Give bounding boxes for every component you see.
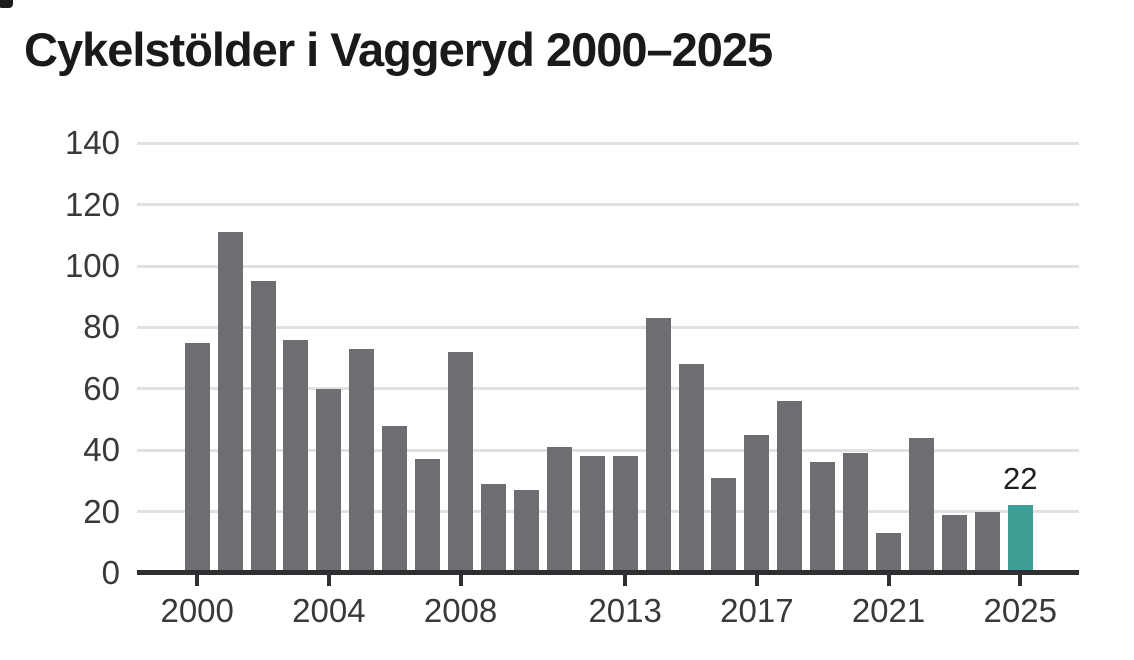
bar-2009 bbox=[480, 483, 506, 573]
x-axis-label: 2004 bbox=[292, 592, 366, 629]
bar-2011 bbox=[546, 447, 572, 573]
gridline bbox=[137, 325, 1079, 329]
x-axis-tick bbox=[754, 575, 759, 586]
bar-2024 bbox=[974, 511, 1000, 573]
gridline bbox=[137, 387, 1079, 391]
x-axis-tick bbox=[1018, 575, 1023, 586]
bar-2010 bbox=[513, 490, 539, 573]
bar-2016 bbox=[711, 477, 737, 573]
y-axis-label: 100 bbox=[64, 247, 120, 285]
x-axis-label: 2000 bbox=[160, 592, 234, 629]
y-axis-label: 120 bbox=[64, 185, 120, 223]
bar-2022 bbox=[908, 437, 934, 573]
y-axis-label: 0 bbox=[101, 554, 120, 591]
corner-artifact bbox=[0, 0, 13, 8]
bar-2014 bbox=[645, 318, 671, 573]
x-axis-tick bbox=[458, 575, 463, 586]
chart-title: Cykelstölder i Vaggeryd 2000–2025 bbox=[24, 23, 773, 76]
gridline bbox=[137, 510, 1079, 514]
x-axis-tick bbox=[326, 575, 331, 586]
x-axis-label: 2021 bbox=[851, 592, 926, 629]
x-axis-line bbox=[137, 570, 1079, 575]
bar-2019 bbox=[810, 462, 836, 573]
x-axis-tick bbox=[886, 575, 891, 586]
bar-value-label: 22 bbox=[1003, 461, 1038, 497]
gridline bbox=[137, 203, 1079, 207]
bar-2006 bbox=[382, 425, 408, 573]
gridline bbox=[137, 141, 1079, 145]
y-axis-label: 140 bbox=[64, 124, 120, 162]
y-axis-label: 80 bbox=[83, 308, 120, 346]
y-axis-label: 60 bbox=[83, 369, 120, 407]
x-axis-label: 2017 bbox=[720, 592, 794, 629]
x-axis-label: 2008 bbox=[423, 592, 498, 629]
bar-2025 bbox=[1007, 505, 1033, 573]
x-axis-tick bbox=[623, 575, 628, 586]
bar-2012 bbox=[579, 456, 605, 573]
bar-2018 bbox=[777, 401, 803, 573]
bar-2001 bbox=[217, 232, 243, 573]
bar-2017 bbox=[744, 434, 770, 573]
bar-2007 bbox=[415, 459, 441, 573]
x-axis-tick bbox=[195, 575, 200, 586]
gridline bbox=[137, 264, 1079, 268]
bar-2021 bbox=[876, 533, 902, 573]
bar-2002 bbox=[250, 281, 276, 573]
bar-2008 bbox=[448, 351, 474, 573]
y-axis-label: 40 bbox=[83, 431, 120, 469]
x-axis-label: 2013 bbox=[588, 592, 662, 629]
bar-2023 bbox=[941, 514, 967, 573]
bar-2020 bbox=[843, 453, 869, 573]
bar-2004 bbox=[316, 388, 342, 573]
bar-2015 bbox=[678, 364, 704, 573]
gridline bbox=[137, 448, 1079, 452]
bar-2013 bbox=[612, 456, 638, 573]
x-axis-label: 2025 bbox=[983, 592, 1057, 629]
y-axis-label: 20 bbox=[83, 492, 120, 530]
bar-2000 bbox=[184, 342, 210, 573]
bar-2005 bbox=[349, 348, 375, 573]
bar-2003 bbox=[283, 339, 309, 573]
